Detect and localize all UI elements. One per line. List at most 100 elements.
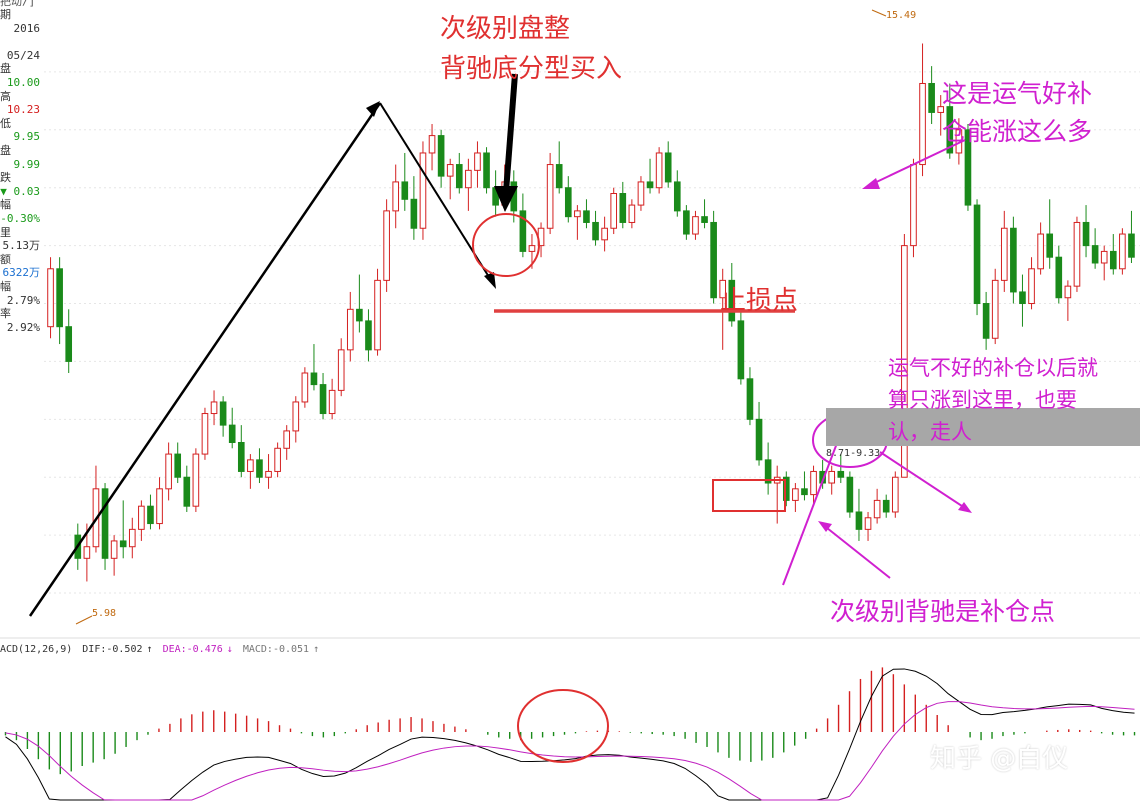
add-point-arrow-head — [818, 521, 832, 532]
candle-body-up — [1100, 250, 1108, 264]
candle-body-up — [546, 164, 554, 229]
candle-body-down — [973, 204, 981, 305]
candle-body-down — [882, 499, 890, 513]
candle-body-down — [410, 198, 418, 229]
candle-body-up — [474, 152, 481, 171]
candle-body-up — [83, 546, 91, 559]
candle-body-down — [1091, 245, 1099, 264]
candle-body-down — [147, 505, 154, 525]
candle-body-down — [592, 221, 599, 241]
candle-body-up — [192, 453, 200, 507]
candle-body-up — [719, 279, 727, 299]
candle-body-up — [910, 164, 917, 247]
sidebar-row-value: -0.30% — [0, 212, 40, 225]
candle-body-up — [419, 152, 427, 229]
candle-body-up — [428, 135, 436, 154]
sidebar-row-label: 里 — [0, 225, 11, 239]
candle-body-up — [283, 430, 291, 449]
candle-body-up — [901, 245, 908, 478]
candle-body-up — [247, 459, 254, 472]
candle-body-down — [673, 181, 681, 212]
candle-body-down — [401, 181, 409, 200]
candle-body-down — [619, 193, 627, 223]
annotation-lucky-2: 仓能涨这么多 — [942, 117, 1093, 146]
candle-body-up — [1064, 285, 1072, 299]
candle-body-up — [337, 349, 345, 391]
candle-body-up — [610, 193, 618, 229]
candle-body-down — [646, 181, 654, 189]
candle-body-down — [746, 378, 754, 420]
candle-body-up — [165, 453, 172, 490]
annotation-add-point: 次级别背驰是补仓点 — [830, 597, 1056, 626]
candle-body-down — [356, 308, 363, 322]
sidebar-row-value: ▼ 0.03 — [0, 184, 40, 198]
candle-body-up — [1037, 233, 1044, 270]
candle-body-up — [1119, 233, 1126, 270]
candle-body-up — [47, 268, 54, 328]
candle-body-up — [810, 470, 817, 496]
candle-body-down — [728, 279, 736, 322]
candle-body-down — [437, 135, 445, 177]
candle-body-down — [228, 424, 236, 443]
candle-body-down — [1109, 250, 1117, 270]
trend-arrow-head-2 — [484, 272, 496, 289]
low-price-label: 5.98 — [92, 608, 117, 619]
candle-body-down — [564, 187, 572, 218]
sidebar-row-label: 期 — [0, 8, 11, 21]
candle-body-down — [256, 459, 263, 478]
candle-body-down — [837, 470, 845, 478]
candle-body-up — [446, 164, 454, 177]
macd-dea-label: DEA:-0.476 — [162, 644, 223, 655]
candle-body-up — [110, 540, 118, 559]
candle-body-down — [683, 210, 690, 235]
quote-sidebar: 把动/] 期 2016 05/24 盘 10.00 高 10.23 低 9.95 盘 9.99 跌 ▼ … — [0, 0, 42, 334]
candle-body-down — [101, 488, 109, 559]
candle-body-up — [465, 169, 472, 189]
sidebar-row-value: 5.13万 — [2, 239, 41, 253]
candle-body-up — [1000, 227, 1008, 281]
candle-body-up — [328, 389, 336, 415]
add-point-arrow — [821, 523, 891, 579]
candle-body-up — [210, 401, 218, 415]
dif-line — [5, 668, 1135, 801]
candle-body-down — [365, 320, 372, 351]
candle-body-down — [219, 401, 227, 426]
candle-body-up — [828, 470, 836, 484]
sidebar-row-value: 9.95 — [13, 130, 41, 144]
candle-body-down — [946, 106, 954, 154]
candle-body-down — [119, 540, 127, 548]
candle-body-up — [891, 476, 899, 513]
trend-line-up — [28, 102, 382, 617]
sidebar-row-value: 2.92% — [6, 320, 40, 334]
annotation-lucky-1: 这是运气好补 — [942, 79, 1093, 108]
annotation-unlucky-2: 算只涨到这里，也要 — [888, 388, 1077, 412]
candle-body-up — [692, 216, 699, 235]
rally-arrow — [782, 429, 843, 586]
candle-body-down — [1010, 227, 1017, 293]
candle-body-up — [392, 181, 400, 212]
candle-body-down — [583, 210, 590, 223]
sidebar-row-label: 率 — [0, 307, 11, 321]
candle-body-up — [383, 210, 390, 281]
macd-value-label: MACD:-0.051 — [242, 644, 310, 655]
sidebar-row-label: 幅 — [0, 280, 11, 293]
macd-header: ACD(12,26,9) DIF:-0.502 ↑ DEA:-0.476 ↓ MAC… — [0, 644, 320, 655]
sidebar-row-label: 额 — [0, 252, 11, 266]
candle-body-up — [138, 505, 145, 530]
sidebar-row-value: 10.23 — [6, 103, 40, 117]
sidebar-row-value: 10.00 — [6, 76, 40, 89]
candle-body-up — [528, 245, 536, 252]
candle-body-down — [319, 384, 327, 415]
macd-circle — [517, 689, 609, 763]
sidebar-row-value: 9.99 — [13, 157, 41, 171]
candle-body-down — [982, 303, 990, 339]
sidebar-row-label: 低 — [0, 116, 11, 130]
candle-body-up — [1073, 221, 1081, 287]
sidebar-row-value: 2016 — [13, 21, 41, 35]
candle-body-up — [346, 308, 354, 351]
annotation-title-2: 背驰底分型买入 — [440, 54, 623, 84]
consolidation-box — [712, 479, 786, 512]
low-marker-line — [75, 615, 93, 625]
sidebar-row-value: 2.79% — [6, 293, 40, 307]
sidebar-row-label: 盘 — [0, 62, 11, 76]
